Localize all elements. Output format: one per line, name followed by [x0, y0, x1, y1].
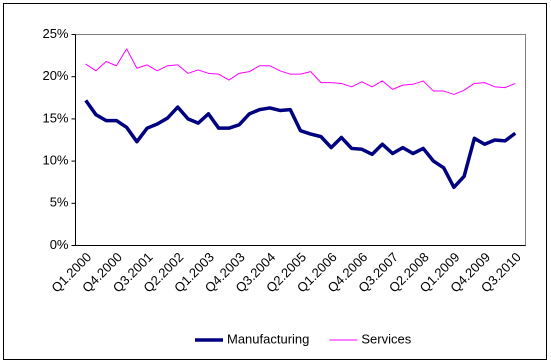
y-tick-label: 15%: [42, 110, 68, 125]
series-line: [84, 99, 517, 190]
y-tick-label: 0%: [50, 237, 69, 252]
plot-area: [75, 34, 526, 246]
y-tick-label: 20%: [42, 68, 68, 83]
y-tick-label: 5%: [50, 195, 69, 210]
legend-label: Manufacturing: [227, 331, 309, 346]
y-tick-label: 10%: [42, 153, 68, 168]
y-tick-label: 25%: [42, 26, 68, 41]
series-line: [85, 48, 516, 95]
legend-label: Services: [361, 331, 411, 346]
